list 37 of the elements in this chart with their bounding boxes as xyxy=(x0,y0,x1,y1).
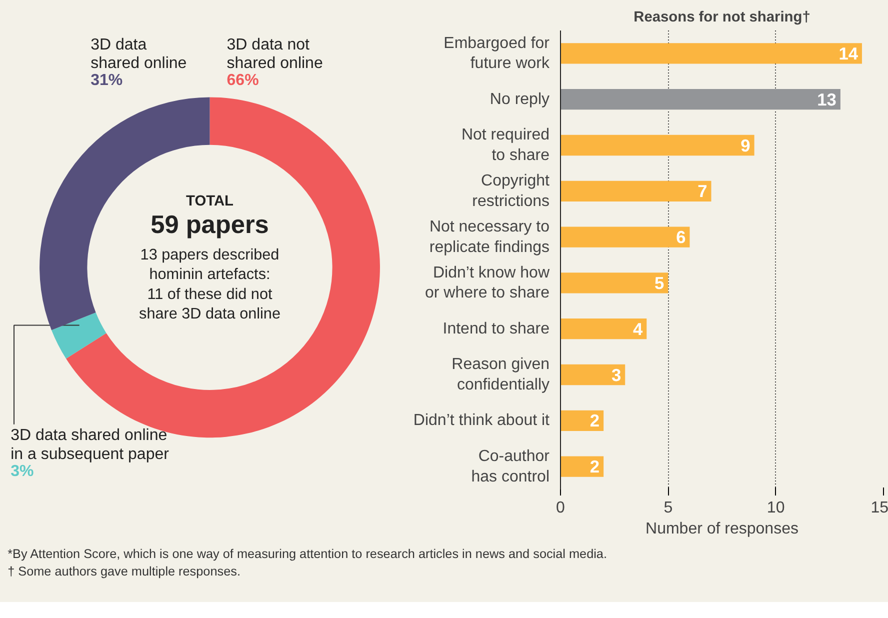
y-tick-label: Co-author has control xyxy=(471,448,550,486)
data-label: 66% xyxy=(226,72,259,89)
y-tick-label: Reason given confidentially xyxy=(452,356,550,394)
slice-label: 3D data shared online xyxy=(90,36,187,72)
y-tick-label: Didn’t think about it xyxy=(413,412,550,430)
x-tick-label: 15 xyxy=(870,500,888,516)
x-axis-title: Number of responses xyxy=(646,520,798,538)
y-tick-label: Copyright restrictions xyxy=(472,172,550,210)
slice-label: 3D data not shared online xyxy=(226,36,323,72)
data-label: 7 xyxy=(698,181,708,202)
x-tick-label: 0 xyxy=(556,500,566,516)
data-label: 5 xyxy=(654,272,665,293)
data-label: 4 xyxy=(632,318,643,339)
slice-label: 3D data shared online in a subsequent paper xyxy=(10,427,170,463)
x-tick-label: 5 xyxy=(664,500,673,516)
data-label: 2 xyxy=(590,410,600,431)
y-tick-label: No reply xyxy=(490,90,550,108)
y-tick-label: Intend to share xyxy=(442,320,550,338)
chart-title: Reasons for not sharing† xyxy=(634,10,810,26)
y-tick-label: Not necessary to replicate findings xyxy=(429,218,550,256)
data-label: 9 xyxy=(740,135,750,156)
data-label: 13 xyxy=(817,89,837,110)
text: *By Attention Score, which is one way of measuring attention to research articles in news and social media. xyxy=(8,547,607,562)
text: 59 papers xyxy=(150,211,269,240)
text: TOTAL xyxy=(186,193,234,210)
data-label: 2 xyxy=(590,456,600,477)
y-tick-label: Didn’t know how or where to share xyxy=(424,264,550,302)
data-label: 3% xyxy=(10,462,34,480)
data-label: 31% xyxy=(90,72,123,89)
data-label: 6 xyxy=(676,227,686,248)
x-tick-label: 10 xyxy=(766,500,785,516)
data-label: 14 xyxy=(838,43,858,64)
text: 13 papers described hominin artefacts: 11 of these did not share 3D data online xyxy=(139,246,280,322)
data-label: 3 xyxy=(611,364,622,385)
text: † Some authors gave multiple responses. xyxy=(8,564,240,578)
y-tick-label: Embargoed for future work xyxy=(444,34,550,72)
y-tick-label: Not required to share xyxy=(461,126,550,164)
